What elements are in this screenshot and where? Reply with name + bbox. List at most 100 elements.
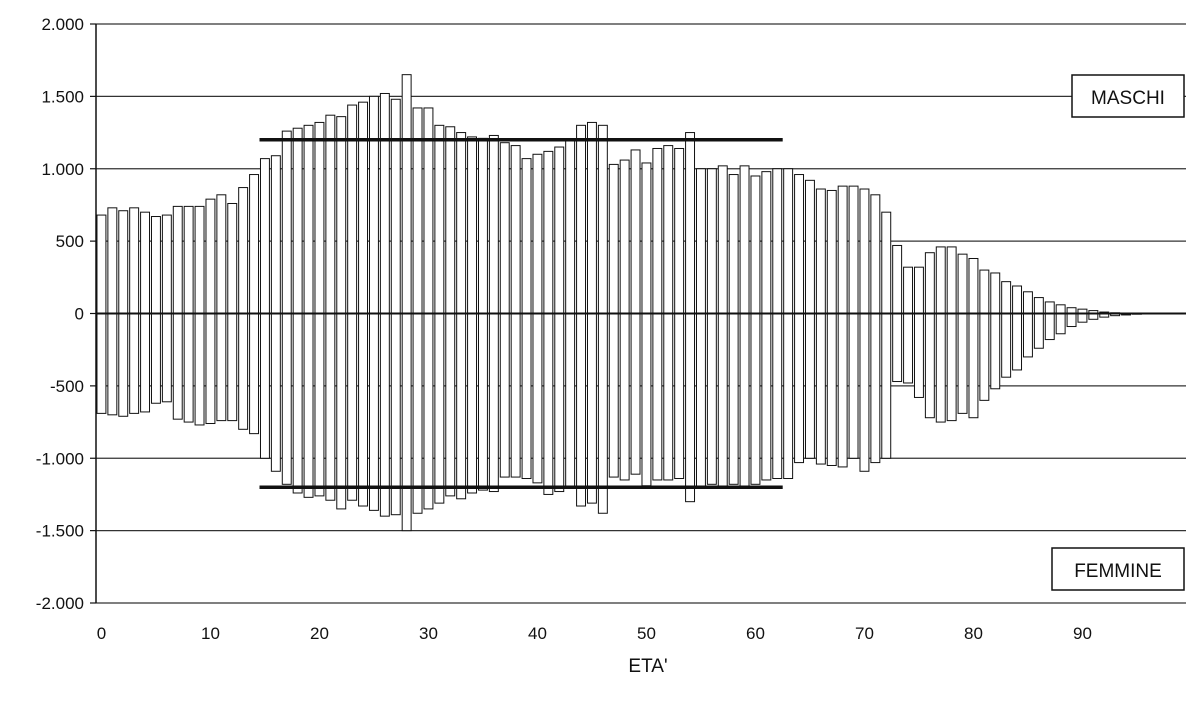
bar-maschi [881,211,892,314]
bar-femmine [892,313,903,383]
bar-maschi [129,207,140,315]
x-tick-label: 50 [637,624,656,643]
bar-femmine [401,313,412,532]
reference-lines [259,138,783,489]
bar-maschi [663,145,674,314]
bar-maschi [935,246,946,314]
bar-maschi [140,211,151,314]
bar-maschi [674,147,685,314]
bar-femmine [772,313,783,480]
bar-maschi [586,121,597,315]
y-tick-label: -1.000 [36,449,84,468]
bar-femmine [870,313,881,464]
x-tick-labels: 0 10 20 30 40 50 60 70 80 90 [97,624,1092,643]
bar-maschi [761,171,772,314]
bar-femmine [118,313,129,417]
bar-femmine [586,313,597,504]
bar-maschi [259,158,270,314]
bar-femmine [815,313,826,465]
bar-femmine [303,313,314,498]
bar-femmine [804,313,815,459]
bar-femmine [488,313,499,493]
bar-femmine [412,313,423,514]
x-tick-label: 70 [855,624,874,643]
legend-maschi-label: MASCHI [1091,88,1165,109]
bar-femmine [750,313,761,485]
bar-femmine [445,313,456,497]
bar-femmine [499,313,510,478]
axes [90,23,1186,604]
bar-femmine [608,313,619,478]
bar-maschi [1012,285,1023,314]
bar-femmine [554,313,565,493]
bar-femmine [456,313,467,500]
bar-femmine [161,313,172,403]
bar-maschi [826,189,837,314]
bar-maschi [467,136,478,314]
bar-maschi [565,139,576,314]
bar-maschi [892,244,903,314]
bar-maschi [303,124,314,314]
y-tick-label: -2.000 [36,594,84,613]
bar-femmine [576,313,587,507]
bar-maschi [205,198,216,315]
bar-maschi [685,132,696,314]
bar-femmine [314,313,325,497]
bar-maschi [924,252,935,314]
bar-femmine [281,313,292,485]
bar-maschi [804,179,815,314]
bar-maschi [118,210,129,314]
bar-maschi [783,168,794,314]
bar-maschi [772,168,783,314]
y-tick-label: -1.500 [36,522,84,541]
x-axis-title: ETA' [628,656,667,677]
bar-maschi [150,216,161,314]
bar-maschi [630,149,641,314]
y-tick-labels: 2.000 1.500 1.000 500 0 -500 -1.000 -1.500 -2.00… [36,15,84,613]
bar-femmine [957,313,968,414]
bar-maschi [281,130,292,314]
bar-femmine [1044,313,1055,341]
bar-maschi [554,146,565,314]
x-tick-label: 40 [528,624,547,643]
bar-femmine [227,313,238,422]
x-tick-label: 0 [97,624,106,643]
legend-maschi-box [1071,74,1185,118]
bar-maschi [325,114,336,314]
bar-femmine [837,313,848,468]
bar-femmine [761,313,772,481]
bar-femmine [238,313,249,430]
bar-maschi [358,101,369,315]
bar-maschi [870,194,881,314]
bar-femmine [140,313,151,413]
bar-femmine [347,313,358,501]
bar-femmine [205,313,216,425]
bar-maschi [445,126,456,314]
y-tick-label: -500 [50,377,84,396]
bar-femmine [1001,313,1012,378]
bar-maschi [434,124,445,314]
bar-maschi [815,188,826,314]
bar-femmine [96,313,107,414]
bar-maschi [379,92,390,315]
x-tick-label: 20 [310,624,329,643]
bar-maschi [957,253,968,314]
bar-maschi [107,207,118,315]
bar-femmine [924,313,935,419]
bar-femmine [1012,313,1023,371]
bar-maschi [652,147,663,314]
bar-femmine [521,313,532,480]
bar-femmine [783,313,794,480]
bar-maschi [543,150,554,314]
bar-maschi [194,205,205,314]
bar-femmine [150,313,161,404]
bar-maschi [521,158,532,314]
bar-maschi [456,132,467,314]
bar-femmine [663,313,674,481]
bar-femmine [717,313,728,488]
bar-maschi [216,194,227,314]
maschi-bars [96,74,1153,315]
bar-maschi [270,155,281,314]
bar-maschi [619,159,630,314]
bar-maschi [96,214,107,315]
